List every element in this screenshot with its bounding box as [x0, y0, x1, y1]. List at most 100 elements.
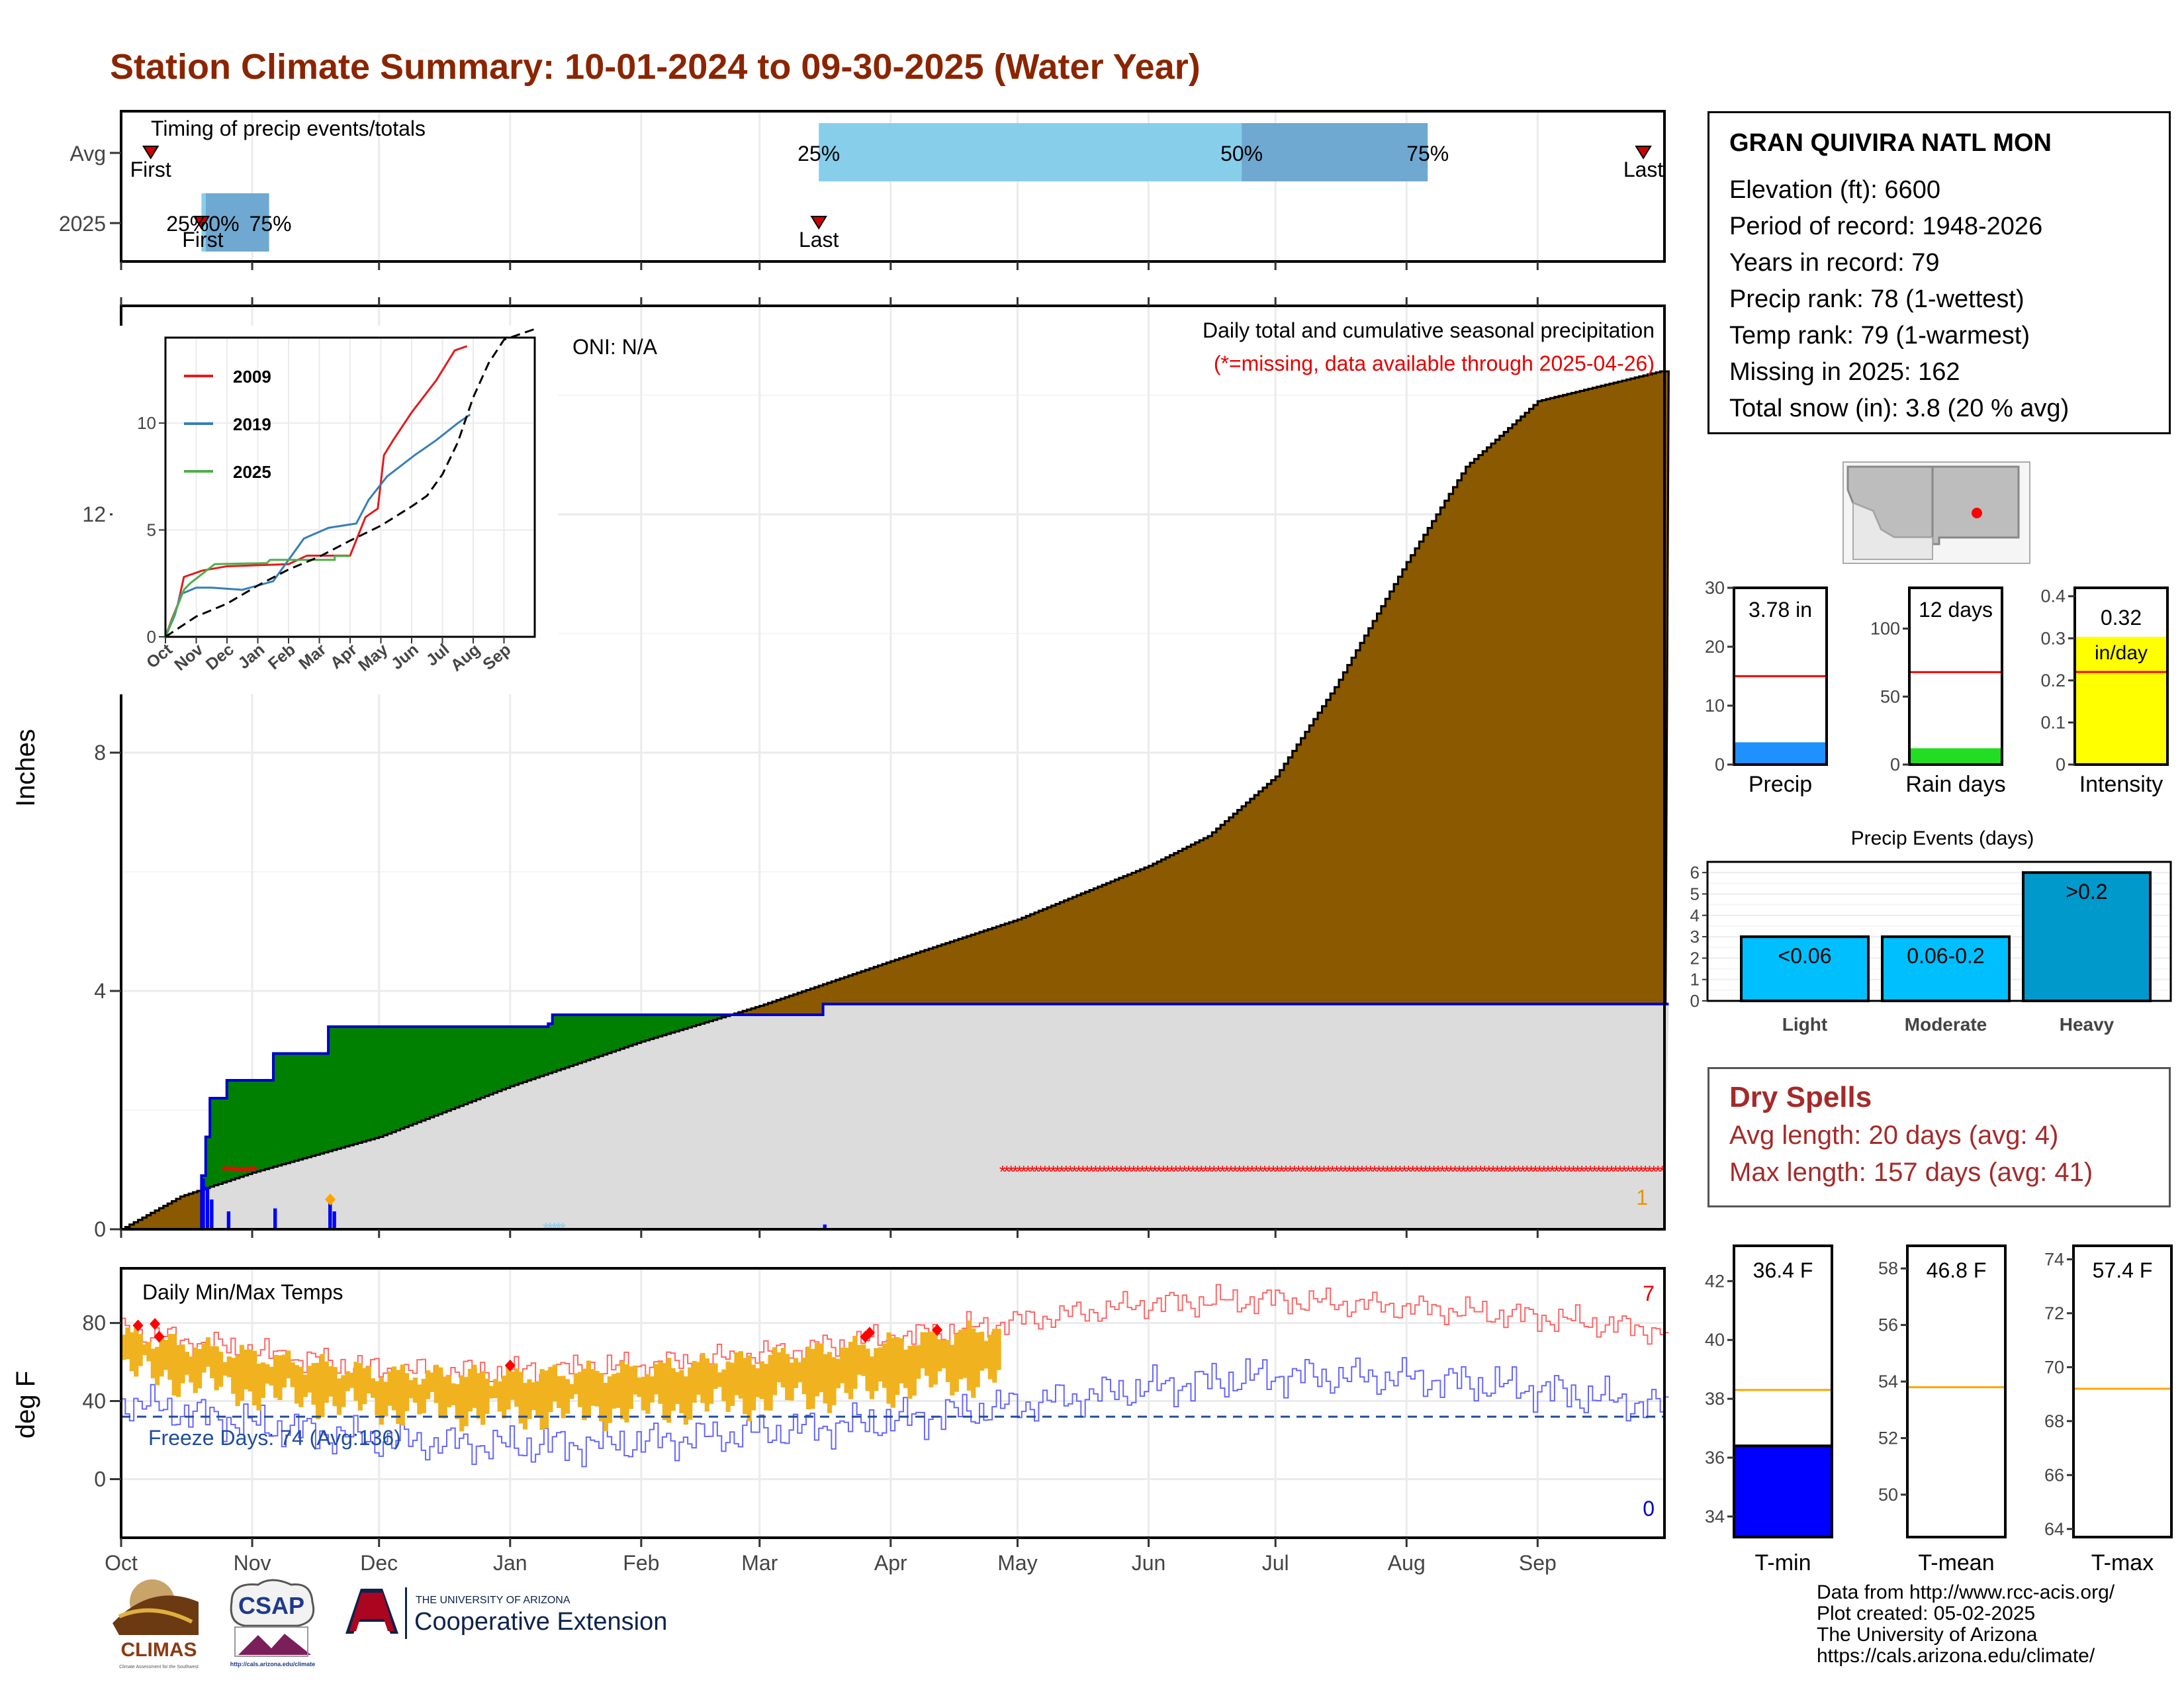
temp-daily-range-bar	[945, 1340, 951, 1382]
precip-missing-marker: *	[1050, 1162, 1057, 1182]
university-of-arizona-logo: THE UNIVERSITY OF ARIZONA Cooperative Ex…	[345, 1587, 667, 1639]
temp-max-count: 7	[1643, 1282, 1655, 1305]
temp-daily-range-bar	[510, 1371, 515, 1400]
precip-missing-marker: *	[1486, 1162, 1492, 1182]
precip-missing-marker: *	[1177, 1162, 1183, 1182]
temp-daily-range-bar	[539, 1369, 545, 1430]
gauge-frame-outline	[1733, 586, 1828, 766]
timing-2025-p25-p50-label: 25%0%	[166, 212, 239, 236]
temp-ytick-label: 40	[82, 1389, 106, 1413]
temp-daily-range-bar	[218, 1351, 224, 1387]
temp-daily-range-bar	[654, 1364, 659, 1395]
temp-daily-range-bar	[607, 1376, 612, 1423]
temp-ytick-label: 80	[82, 1311, 106, 1335]
temp-daily-range-bar	[349, 1372, 355, 1388]
precip-missing-marker: *	[1596, 1162, 1602, 1182]
temp-daily-range-bar	[751, 1364, 756, 1411]
temp-daily-range-bar	[780, 1348, 786, 1387]
temp-daily-range-bar	[882, 1343, 887, 1388]
precip-missing-marker: *	[1021, 1162, 1027, 1182]
gauge-ytick-label: 10	[1705, 696, 1725, 716]
temp-daily-range-bar	[738, 1351, 743, 1399]
gauge-ytick-label: 0	[1715, 755, 1725, 774]
temp-daily-range-bar	[658, 1361, 663, 1404]
precip-missing-marker: *	[1304, 1162, 1310, 1182]
events-frame	[1706, 861, 2172, 1002]
temp-daily-range-bar	[455, 1384, 460, 1419]
temp-daily-range-bar	[341, 1375, 346, 1407]
temp-daily-range-bar	[637, 1378, 642, 1397]
precip-missing-marker: *	[1473, 1162, 1479, 1182]
precip-missing-marker: *	[1024, 1162, 1031, 1182]
temp-daily-range-bar	[772, 1347, 778, 1395]
inset-legend-label: 2009	[233, 367, 271, 387]
month-axis: Oct Nov Dec Jan Feb Mar Apr May Jun Jul Aug Sep	[105, 1538, 1557, 1575]
temp-daily-range-bar	[692, 1360, 697, 1403]
temp-daily-range-bar	[674, 1372, 680, 1404]
temp-gauge-ytick-label: 42	[1705, 1271, 1725, 1291]
timing-avg-first-marker	[142, 146, 159, 160]
temp-daily-range-bar	[446, 1374, 452, 1407]
precip-missing-marker: *	[1608, 1162, 1615, 1182]
precip-missing-marker: *	[1527, 1162, 1534, 1182]
precip-missing-marker: *	[1152, 1162, 1158, 1182]
csap-logo-url: http://cals.arizona.edu/climate	[230, 1661, 316, 1667]
temp-daily-range-bar	[764, 1364, 769, 1411]
temp-daily-range-bar	[628, 1366, 633, 1409]
temp-daily-range-bar	[269, 1366, 274, 1386]
temp-daily-range-bar	[797, 1362, 803, 1383]
precip-missing-marker: *	[1105, 1162, 1112, 1182]
temp-daily-range-bar	[688, 1367, 693, 1420]
temp-daily-range-bar	[954, 1333, 959, 1392]
temp-daily-range-bar	[527, 1379, 532, 1419]
station-missing: Missing in 2025: 162	[1729, 358, 1960, 386]
temp-daily-range-bar	[201, 1343, 206, 1373]
temp-gauge-frame	[2072, 1244, 2173, 1538]
temp-daily-range-bar	[929, 1331, 934, 1387]
temp-daily-range-bar	[789, 1362, 794, 1401]
temp-daily-range-bar	[992, 1329, 997, 1383]
station-info-box: GRAN QUIVIRA NATL MON Elevation (ft): 66…	[1707, 111, 2171, 434]
temp-daily-range-bar	[810, 1348, 815, 1409]
precip-daily-bar	[226, 1211, 231, 1229]
precip-missing-marker: *	[1451, 1162, 1458, 1182]
temp-daily-range-bar	[522, 1383, 528, 1430]
temp-daily-range-bar	[497, 1381, 502, 1412]
temp-daily-range-bar	[315, 1362, 321, 1419]
gauge-intensity-label-bg	[2076, 600, 2166, 637]
gauge-ytick-label: 0	[1890, 755, 1900, 774]
temp-daily-range-bar	[366, 1366, 371, 1394]
temp-daily-range-bar	[869, 1356, 875, 1399]
temp-daily-range-bar	[442, 1376, 447, 1419]
temp-daily-range-bar	[937, 1339, 942, 1372]
temp-daily-range-bar	[239, 1344, 245, 1401]
precip-missing-marker: *	[1134, 1162, 1141, 1182]
gauge-ytick-label: 0	[2056, 755, 2066, 774]
precip-missing-marker: *	[1617, 1162, 1623, 1182]
temp-daily-range-bar	[801, 1357, 807, 1395]
precip-missing-marker: *	[1418, 1162, 1424, 1182]
page-title: Station Climate Summary: 10-01-2024 to 0…	[110, 47, 1201, 87]
temp-daily-range-bar	[865, 1348, 870, 1391]
precip-missing-marker: *	[1033, 1162, 1040, 1182]
temp-daily-range-bar	[975, 1332, 980, 1387]
timing-panel: Timing of precip events/totals Avg 2025 Fir…	[59, 110, 1666, 270]
temp-daily-range-bar	[488, 1385, 494, 1399]
precip-missing-marker: *	[1367, 1162, 1374, 1182]
temp-daily-range-bar	[290, 1362, 295, 1387]
precip-missing-marker: *	[1384, 1162, 1390, 1182]
precip-missing-marker: *	[226, 1162, 232, 1182]
temp-daily-range-bar	[345, 1371, 350, 1391]
temp-gauge-ytick-label: 34	[1705, 1507, 1725, 1526]
timing-2025-p75-label: 75%	[250, 212, 292, 236]
temp-gauge-ytick-label: 68	[2044, 1411, 2064, 1431]
temp-daily-range-bar	[180, 1344, 185, 1383]
temp-daily-range-bar	[725, 1361, 731, 1412]
temp-gauge-ytick-label: 52	[1878, 1428, 1898, 1448]
precip-missing-marker: *	[1507, 1162, 1514, 1182]
precip-missing-marker: *	[1633, 1162, 1640, 1182]
precip-missing-marker: *	[1037, 1162, 1044, 1182]
precip-missing-marker: *	[1625, 1162, 1631, 1182]
precip-missing-marker: *	[1388, 1162, 1395, 1182]
